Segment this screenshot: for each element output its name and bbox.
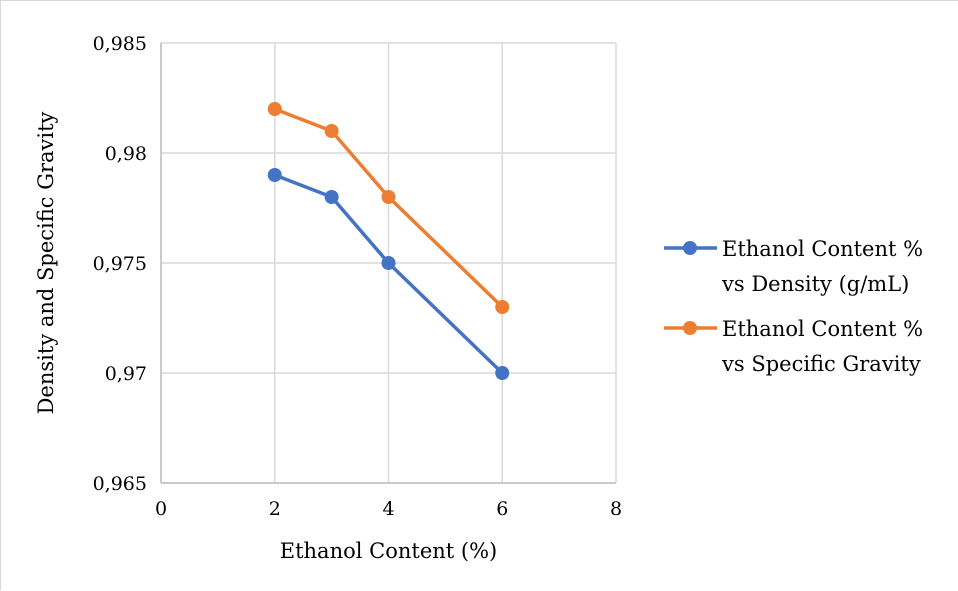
y-tick-label: 0,97	[105, 363, 147, 385]
legend-marker	[683, 241, 697, 255]
data-point	[267, 168, 282, 182]
y-tick-label: 0,965	[93, 473, 147, 495]
legend-label: Ethanol Content %	[722, 317, 923, 341]
series-1	[267, 168, 510, 380]
series-line	[274, 107, 504, 309]
legend-entry-2: Ethanol Content % vs Specific Gravity	[664, 317, 923, 376]
y-tick-label: 0,985	[93, 33, 147, 55]
data-point	[495, 300, 510, 314]
axes	[160, 43, 616, 484]
y-axis-title: Density and Specific Gravity	[34, 111, 58, 414]
x-axis-title: Ethanol Content (%)	[280, 539, 497, 563]
legend-entry-1: Ethanol Content % vs Density (g/mL)	[664, 237, 923, 296]
data-point	[267, 102, 282, 116]
legend-label: Ethanol Content %	[722, 237, 923, 261]
legend-label: vs Density (g/mL)	[721, 272, 909, 296]
series-2	[267, 102, 510, 314]
series-line	[274, 173, 504, 375]
data-point	[381, 256, 396, 270]
x-tick-label: 2	[269, 498, 281, 520]
x-tick-label: 8	[610, 498, 622, 520]
legend-marker	[683, 321, 697, 335]
x-tick-label: 4	[382, 498, 394, 520]
data-point	[495, 366, 510, 380]
y-tick-label: 0,98	[105, 143, 147, 165]
series-layer	[267, 102, 510, 380]
x-tick-label: 0	[155, 498, 167, 520]
data-point	[381, 190, 396, 204]
y-tick-label: 0,975	[93, 253, 147, 275]
x-tick-label: 6	[496, 498, 508, 520]
legend-label: vs Specific Gravity	[721, 352, 921, 376]
data-point	[324, 124, 339, 138]
tick-labels: 0,965 0,97 0,975 0,98 0,985 0 2 4 6 8	[93, 33, 622, 520]
data-point	[324, 190, 339, 204]
legend: Ethanol Content %vs Density (g/mL)Ethano…	[664, 237, 923, 376]
